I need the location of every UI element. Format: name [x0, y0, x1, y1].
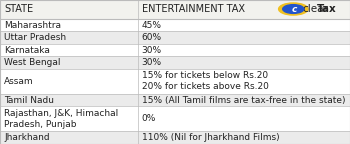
Text: Rajasthan, J&K, Himachal
Pradesh, Punjab: Rajasthan, J&K, Himachal Pradesh, Punjab	[4, 109, 118, 129]
Text: Uttar Pradesh: Uttar Pradesh	[4, 33, 66, 42]
Text: 15% for tickets below Rs.20
20% for tickets above Rs.20: 15% for tickets below Rs.20 20% for tick…	[142, 71, 269, 91]
Text: Maharashtra: Maharashtra	[4, 21, 61, 30]
Text: clear: clear	[302, 4, 328, 14]
Text: 0%: 0%	[142, 114, 156, 123]
Text: 15% (All Tamil films are tax-free in the state): 15% (All Tamil films are tax-free in the…	[142, 96, 345, 105]
Text: 60%: 60%	[142, 33, 162, 42]
Bar	[0, 69, 350, 94]
Bar	[0, 106, 350, 131]
Text: West Bengal: West Bengal	[4, 58, 61, 67]
Bar	[0, 131, 350, 144]
Bar	[0, 94, 350, 106]
Circle shape	[283, 5, 304, 13]
Text: Jharkhand: Jharkhand	[4, 133, 50, 142]
Text: Karnataka: Karnataka	[4, 46, 50, 55]
Text: c: c	[292, 5, 298, 14]
Text: Tamil Nadu: Tamil Nadu	[4, 96, 54, 105]
Text: ENTERTAINMENT TAX: ENTERTAINMENT TAX	[142, 4, 245, 14]
Text: 45%: 45%	[142, 21, 162, 30]
Text: Tax: Tax	[317, 4, 336, 14]
Text: Assam: Assam	[4, 77, 34, 86]
Text: 30%: 30%	[142, 58, 162, 67]
Circle shape	[279, 3, 308, 15]
Text: STATE: STATE	[4, 4, 33, 14]
Text: 110% (Nil for Jharkhand Films): 110% (Nil for Jharkhand Films)	[142, 133, 279, 142]
Bar	[0, 19, 350, 31]
Text: 30%: 30%	[142, 46, 162, 55]
Bar	[0, 44, 350, 56]
Bar	[0, 0, 350, 19]
Bar	[0, 56, 350, 69]
Bar	[0, 31, 350, 44]
